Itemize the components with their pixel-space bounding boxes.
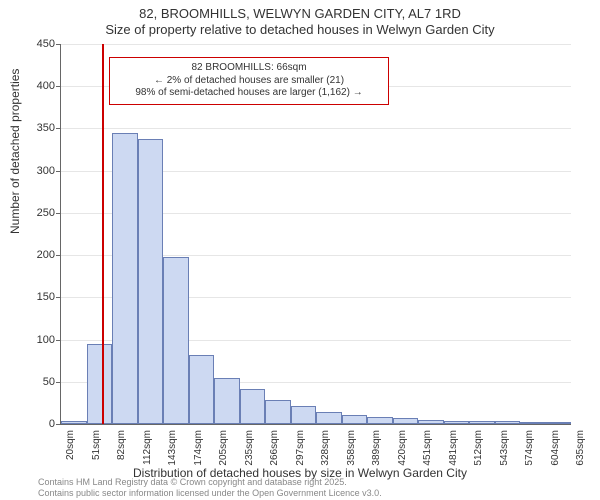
x-tick-label: 543sqm bbox=[499, 430, 510, 490]
histogram-bar bbox=[520, 422, 546, 424]
grid-line bbox=[61, 44, 571, 45]
y-tick-label: 300 bbox=[15, 165, 55, 177]
histogram-bar bbox=[316, 412, 342, 424]
y-tick-mark bbox=[56, 297, 61, 298]
y-tick-mark bbox=[56, 86, 61, 87]
histogram-bar bbox=[495, 421, 521, 424]
histogram-bar bbox=[87, 344, 113, 424]
reference-line bbox=[102, 44, 104, 424]
histogram-bar bbox=[444, 421, 470, 424]
x-tick-label: 451sqm bbox=[422, 430, 433, 490]
x-tick-label: 512sqm bbox=[473, 430, 484, 490]
y-tick-mark bbox=[56, 44, 61, 45]
footer-line-2: Contains public sector information licen… bbox=[38, 488, 382, 498]
title-line-2: Size of property relative to detached ho… bbox=[0, 22, 600, 38]
histogram-bar bbox=[189, 355, 215, 424]
y-tick-mark bbox=[56, 171, 61, 172]
x-tick-label: 635sqm bbox=[575, 430, 586, 490]
y-tick-label: 150 bbox=[15, 291, 55, 303]
histogram-bar bbox=[418, 420, 444, 424]
chart-area: 05010015020025030035040045020sqm51sqm82s… bbox=[60, 44, 570, 424]
histogram-bar bbox=[61, 421, 87, 424]
y-tick-mark bbox=[56, 340, 61, 341]
title-block: 82, BROOMHILLS, WELWYN GARDEN CITY, AL7 … bbox=[0, 0, 600, 37]
y-tick-label: 400 bbox=[15, 80, 55, 92]
y-tick-mark bbox=[56, 213, 61, 214]
y-tick-mark bbox=[56, 128, 61, 129]
footer-line-1: Contains HM Land Registry data © Crown c… bbox=[38, 477, 382, 487]
y-tick-label: 100 bbox=[15, 334, 55, 346]
y-tick-label: 450 bbox=[15, 38, 55, 50]
histogram-bar bbox=[112, 133, 138, 424]
grid-line bbox=[61, 128, 571, 129]
histogram-bar bbox=[214, 378, 240, 424]
annotation-line-2: ← 2% of detached houses are smaller (21) bbox=[116, 75, 381, 88]
histogram-bar bbox=[342, 415, 368, 424]
histogram-bar bbox=[138, 139, 164, 424]
histogram-bar bbox=[163, 257, 189, 424]
y-tick-label: 0 bbox=[15, 418, 55, 430]
y-tick-label: 200 bbox=[15, 249, 55, 261]
y-tick-mark bbox=[56, 255, 61, 256]
x-tick-label: 604sqm bbox=[550, 430, 561, 490]
histogram-bar bbox=[393, 418, 419, 424]
histogram-bar bbox=[546, 422, 572, 424]
x-tick-label: 574sqm bbox=[524, 430, 535, 490]
y-tick-mark bbox=[56, 424, 61, 425]
annotation-box: 82 BROOMHILLS: 66sqm← 2% of detached hou… bbox=[109, 57, 388, 105]
y-tick-label: 250 bbox=[15, 207, 55, 219]
title-line-1: 82, BROOMHILLS, WELWYN GARDEN CITY, AL7 … bbox=[0, 6, 600, 22]
histogram-bar bbox=[265, 400, 291, 424]
y-tick-label: 350 bbox=[15, 122, 55, 134]
histogram-bar bbox=[291, 406, 317, 424]
x-tick-label: 420sqm bbox=[397, 430, 408, 490]
histogram-bar bbox=[240, 389, 266, 424]
chart-container: 82, BROOMHILLS, WELWYN GARDEN CITY, AL7 … bbox=[0, 0, 600, 500]
plot-region: 05010015020025030035040045020sqm51sqm82s… bbox=[60, 44, 571, 425]
y-tick-label: 50 bbox=[15, 376, 55, 388]
x-tick-label: 481sqm bbox=[448, 430, 459, 490]
y-tick-mark bbox=[56, 382, 61, 383]
annotation-line-1: 82 BROOMHILLS: 66sqm bbox=[116, 62, 381, 75]
histogram-bar bbox=[469, 421, 495, 424]
annotation-line-3: 98% of semi-detached houses are larger (… bbox=[116, 87, 381, 100]
histogram-bar bbox=[367, 417, 393, 424]
footer-attribution: Contains HM Land Registry data © Crown c… bbox=[38, 477, 382, 498]
